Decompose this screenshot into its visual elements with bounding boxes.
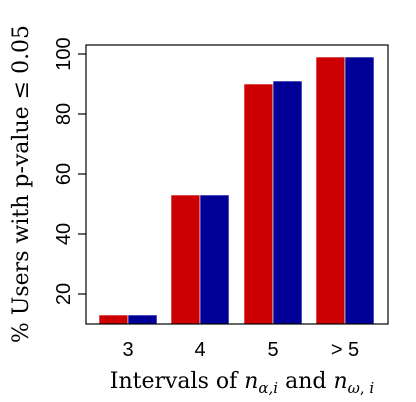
bar-series-1-3 — [315, 56, 346, 325]
x-axis-title-part-7: , — [360, 379, 370, 397]
y-tick-label: 40 — [53, 223, 75, 245]
x-axis-title: Intervals of nα,i and nω, i — [110, 369, 375, 397]
y-axis-title-part-1: % Users with p-value — [9, 99, 34, 343]
x-axis-title-part-4: and — [278, 369, 333, 394]
bar-series-2-1 — [199, 194, 230, 325]
y-axis-title-part-2: ≤ — [9, 81, 34, 99]
x-axis-title-part-8: i — [369, 379, 374, 397]
x-axis-title-part-1: Intervals of — [110, 369, 244, 394]
bar-series-1-2 — [243, 83, 274, 325]
bar-series-2-0 — [127, 314, 158, 325]
y-axis-title-part-3: 0.05 — [9, 25, 34, 81]
y-axis-title: % Users with p-value ≤ 0.05 — [9, 25, 34, 343]
y-tick-label: 80 — [53, 103, 75, 125]
y-axis: 20 40 60 80 100 — [53, 37, 86, 305]
y-tick-label: 20 — [53, 283, 75, 305]
y-tick-label: 100 — [53, 37, 75, 70]
x-axis-title-part-2: n — [244, 369, 258, 394]
x-axis-title-part-5: n — [333, 369, 347, 394]
bars-group — [98, 56, 375, 325]
bar-series-2-3 — [344, 56, 375, 325]
x-axis-title-part-3: α,i — [258, 379, 278, 397]
bar-series-2-2 — [272, 80, 303, 325]
y-tick-label: 60 — [53, 163, 75, 185]
x-tick-label: 4 — [194, 339, 205, 361]
x-axis: 3 4 5 > 5 — [122, 339, 359, 361]
x-tick-label: 3 — [122, 339, 133, 361]
bar-series-1-1 — [170, 194, 201, 325]
plot-frame — [85, 44, 389, 325]
x-tick-label: 5 — [267, 339, 278, 361]
x-tick-label: > 5 — [331, 339, 359, 361]
bar-series-1-0 — [98, 314, 129, 325]
x-axis-title-part-6: ω — [348, 379, 360, 397]
